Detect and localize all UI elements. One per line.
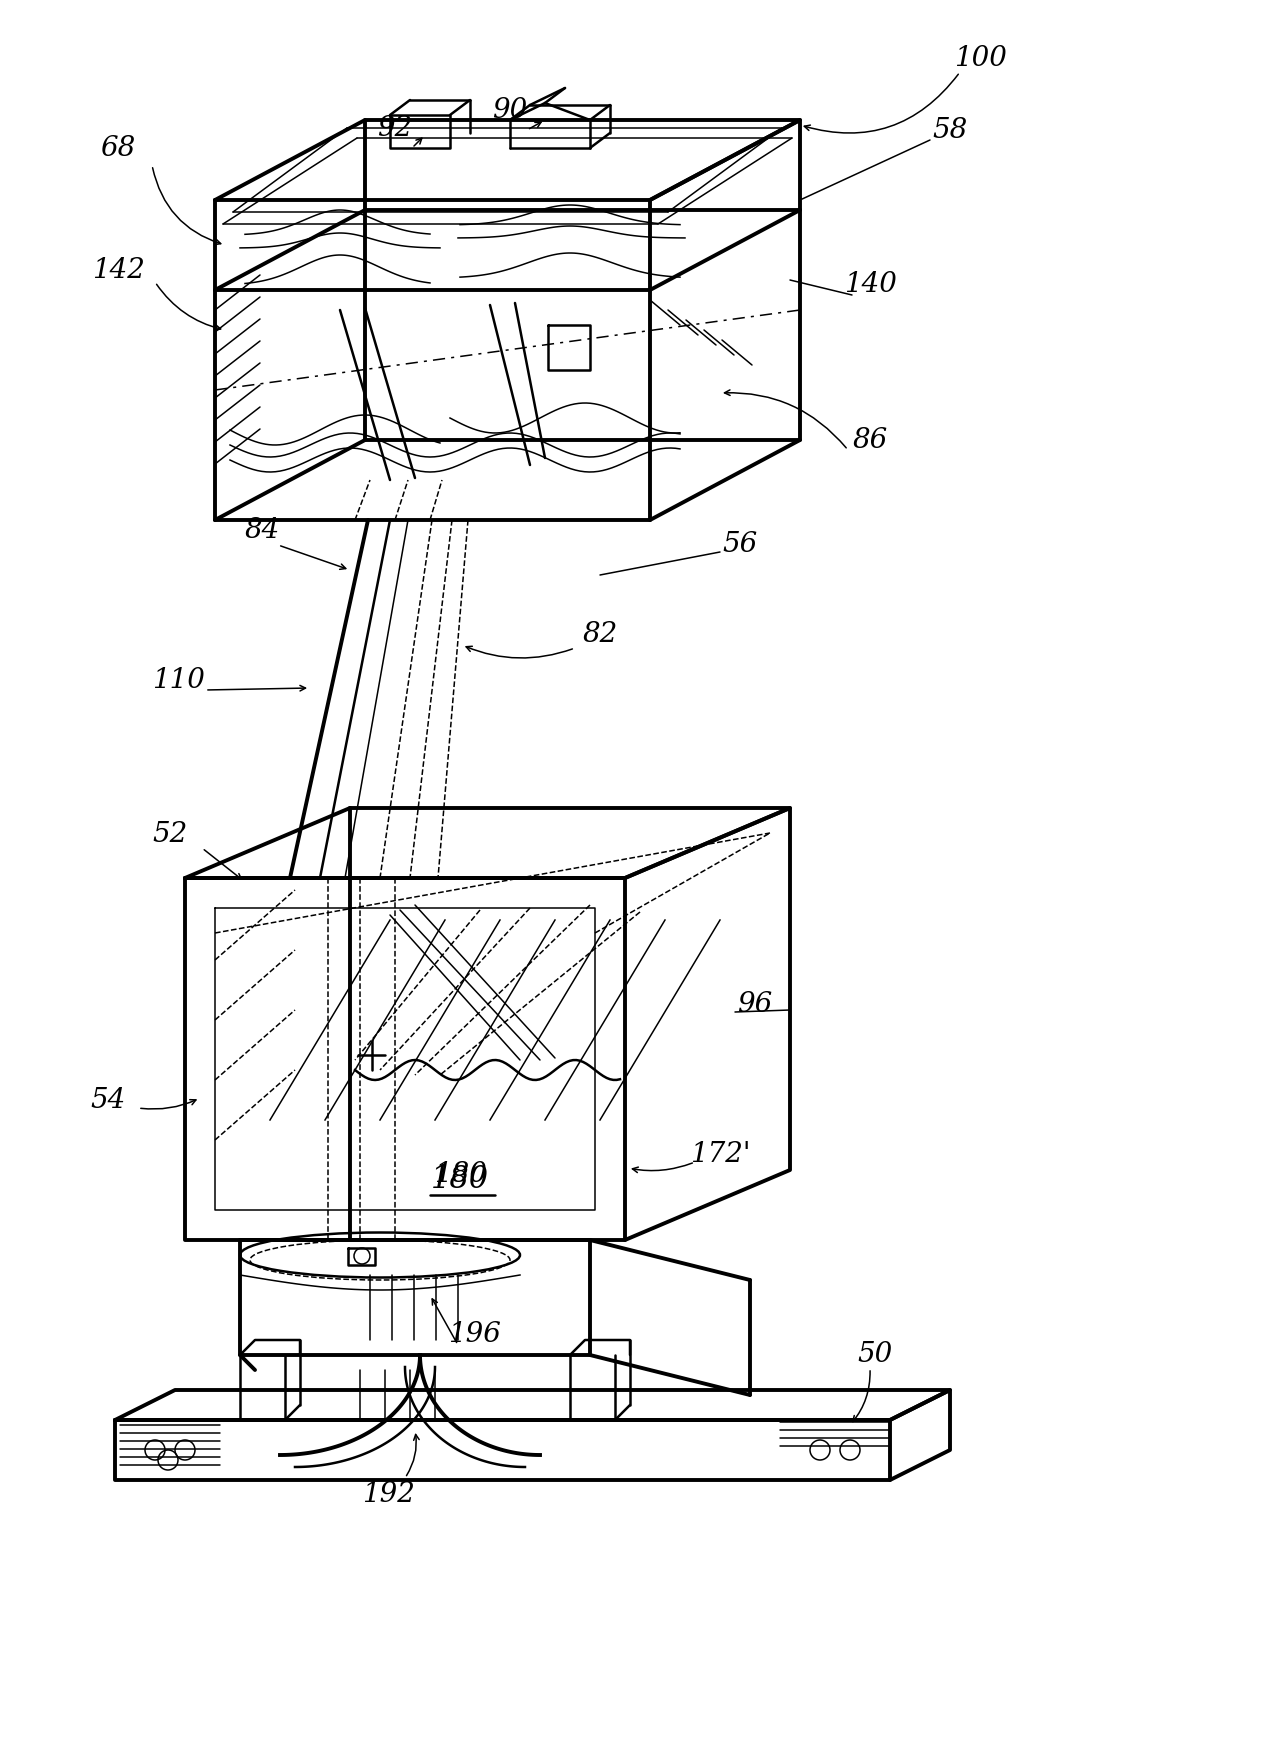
Text: 110: 110 bbox=[151, 666, 204, 694]
Text: 142: 142 bbox=[91, 256, 145, 283]
Text: 172': 172' bbox=[690, 1141, 751, 1169]
Text: 86: 86 bbox=[852, 426, 888, 454]
Text: 96: 96 bbox=[738, 991, 772, 1019]
Text: 68: 68 bbox=[100, 134, 136, 162]
Text: 90: 90 bbox=[493, 96, 527, 123]
Text: 180: 180 bbox=[434, 1162, 486, 1188]
Text: 58: 58 bbox=[933, 117, 967, 144]
Text: 196: 196 bbox=[449, 1322, 502, 1348]
Text: 52: 52 bbox=[153, 821, 187, 849]
Text: 56: 56 bbox=[722, 532, 758, 558]
Text: 82: 82 bbox=[582, 621, 617, 649]
Text: 180: 180 bbox=[431, 1165, 489, 1195]
Text: 100: 100 bbox=[953, 45, 1006, 71]
Text: 192: 192 bbox=[362, 1482, 414, 1508]
Text: 54: 54 bbox=[90, 1087, 126, 1113]
Text: 140: 140 bbox=[843, 271, 897, 299]
Text: 50: 50 bbox=[857, 1341, 893, 1369]
Text: 92: 92 bbox=[377, 115, 413, 141]
Text: 84: 84 bbox=[244, 516, 280, 544]
